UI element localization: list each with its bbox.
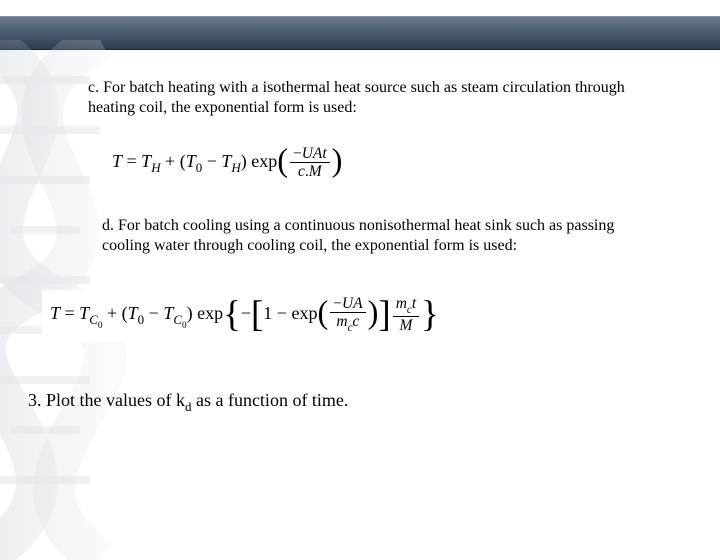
eq1-fraction: −UAtc.M <box>290 146 330 180</box>
paragraph-c: c. For batch heating with a isothermal h… <box>88 78 648 118</box>
eq2-outer-fraction: mctM <box>393 296 419 334</box>
paragraph-3: 3. Plot the values of kd as a function o… <box>28 390 668 415</box>
eq1-T: T <box>112 151 122 171</box>
equation-batch-heating: T = TH + (T0 − TH) exp(−UAtc.M) <box>106 142 348 186</box>
equation-batch-cooling: T = TC0 + (T0 − TC0) exp{−[1 − exp(−UAmc… <box>42 290 447 342</box>
eq2-inner-fraction: −UAmcc <box>330 296 365 334</box>
paragraph-d: d. For batch cooling using a continuous … <box>102 216 662 256</box>
